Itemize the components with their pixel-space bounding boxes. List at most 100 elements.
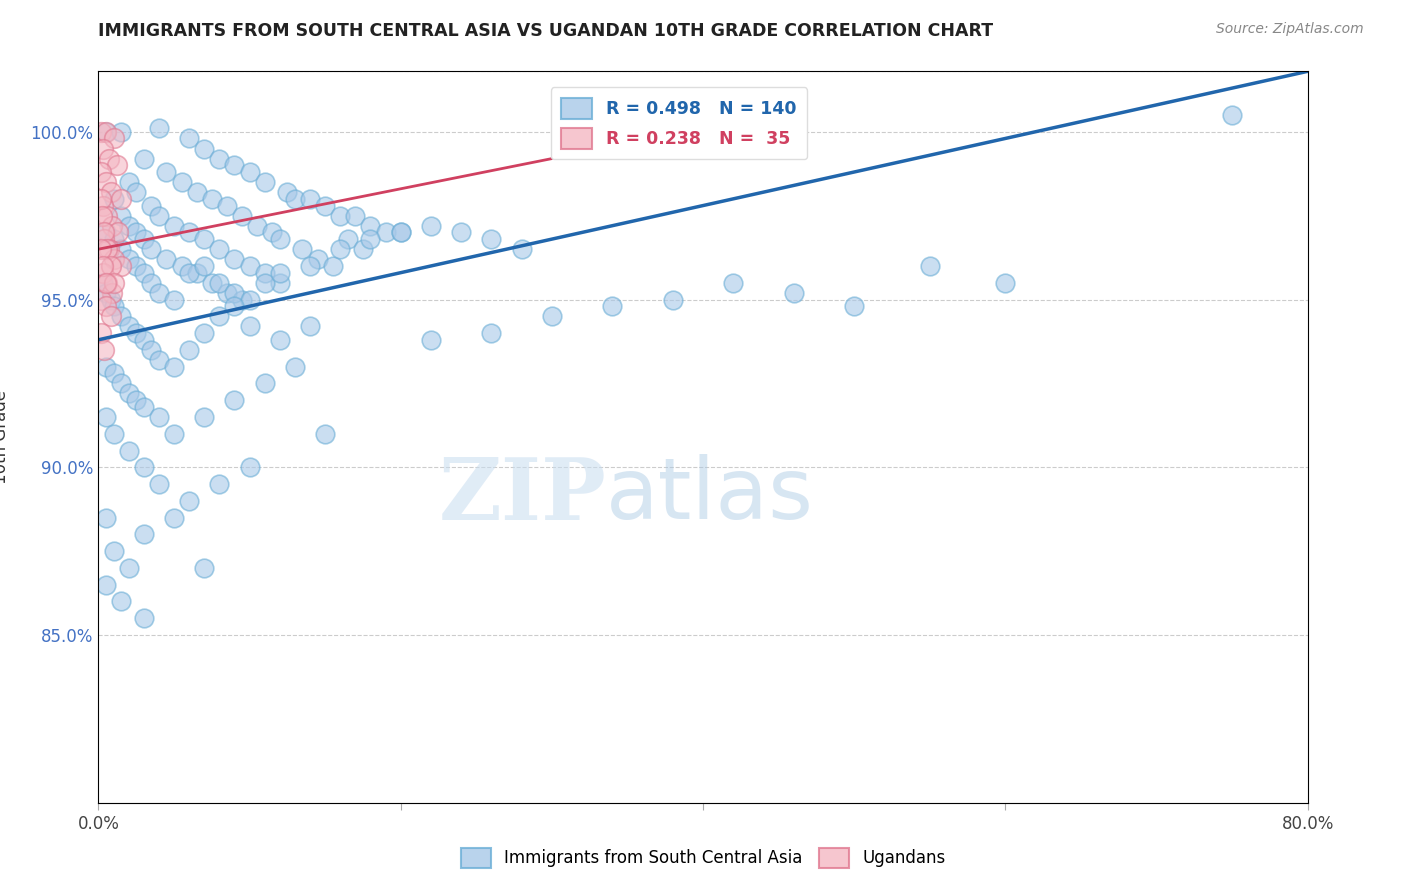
Point bbox=[224, 393, 246, 408]
Point bbox=[118, 219, 141, 233]
Point bbox=[224, 299, 246, 313]
Point bbox=[90, 165, 112, 179]
Point bbox=[90, 242, 112, 256]
Point bbox=[141, 242, 163, 256]
Point bbox=[336, 232, 359, 246]
Point bbox=[96, 276, 118, 290]
Point bbox=[314, 198, 336, 212]
Point bbox=[481, 232, 503, 246]
Point bbox=[125, 259, 148, 273]
Point bbox=[103, 426, 125, 441]
Point bbox=[103, 252, 125, 267]
Point bbox=[193, 326, 215, 340]
Point bbox=[360, 232, 382, 246]
Point bbox=[307, 252, 329, 267]
Point bbox=[179, 226, 201, 240]
Point bbox=[110, 242, 132, 256]
Point bbox=[118, 252, 141, 267]
Point bbox=[224, 252, 246, 267]
Point bbox=[246, 219, 269, 233]
Point bbox=[148, 477, 170, 491]
Point bbox=[107, 226, 129, 240]
Point bbox=[155, 165, 177, 179]
Point bbox=[284, 359, 307, 374]
Point bbox=[481, 326, 503, 340]
Point bbox=[186, 266, 208, 280]
Point bbox=[103, 544, 125, 558]
Point bbox=[360, 219, 382, 233]
Text: IMMIGRANTS FROM SOUTH CENTRAL ASIA VS UGANDAN 10TH GRADE CORRELATION CHART: IMMIGRANTS FROM SOUTH CENTRAL ASIA VS UG… bbox=[98, 22, 994, 40]
Point bbox=[662, 293, 685, 307]
Point bbox=[110, 209, 132, 223]
Point bbox=[291, 242, 314, 256]
Point bbox=[148, 285, 170, 300]
Point bbox=[329, 242, 352, 256]
Point bbox=[322, 259, 344, 273]
Point bbox=[94, 285, 117, 300]
Point bbox=[110, 594, 132, 608]
Point bbox=[208, 477, 231, 491]
Point bbox=[299, 319, 322, 334]
Point bbox=[148, 121, 170, 136]
Point bbox=[723, 276, 745, 290]
Point bbox=[91, 198, 114, 212]
Point bbox=[132, 152, 155, 166]
Point bbox=[100, 310, 122, 324]
Point bbox=[450, 226, 472, 240]
Point bbox=[918, 259, 941, 273]
Point bbox=[193, 259, 215, 273]
Point bbox=[179, 343, 201, 357]
Point bbox=[118, 319, 141, 334]
Point bbox=[269, 266, 291, 280]
Legend: R = 0.498   N = 140, R = 0.238   N =  35: R = 0.498 N = 140, R = 0.238 N = 35 bbox=[551, 87, 807, 160]
Point bbox=[269, 276, 291, 290]
Point bbox=[101, 285, 124, 300]
Point bbox=[352, 242, 374, 256]
Point bbox=[141, 198, 163, 212]
Point bbox=[276, 185, 298, 199]
Point bbox=[193, 409, 215, 424]
Point bbox=[110, 192, 132, 206]
Point bbox=[94, 226, 117, 240]
Point bbox=[163, 359, 186, 374]
Point bbox=[179, 131, 201, 145]
Point bbox=[91, 276, 114, 290]
Point bbox=[100, 293, 122, 307]
Legend: Immigrants from South Central Asia, Ugandans: Immigrants from South Central Asia, Ugan… bbox=[454, 841, 952, 875]
Point bbox=[94, 125, 117, 139]
Point bbox=[253, 276, 276, 290]
Point bbox=[90, 326, 112, 340]
Point bbox=[201, 192, 224, 206]
Point bbox=[253, 266, 276, 280]
Point bbox=[93, 226, 115, 240]
Point bbox=[208, 276, 231, 290]
Point bbox=[132, 611, 155, 625]
Point bbox=[163, 293, 186, 307]
Point bbox=[96, 242, 118, 256]
Point bbox=[94, 578, 117, 592]
Point bbox=[193, 561, 215, 575]
Point bbox=[179, 266, 201, 280]
Point bbox=[299, 192, 322, 206]
Point bbox=[224, 285, 246, 300]
Point bbox=[148, 352, 170, 367]
Point bbox=[103, 192, 125, 206]
Point bbox=[125, 326, 148, 340]
Point bbox=[269, 333, 291, 347]
Point bbox=[239, 460, 262, 475]
Point bbox=[253, 376, 276, 391]
Point bbox=[269, 232, 291, 246]
Point bbox=[125, 185, 148, 199]
Point bbox=[389, 226, 412, 240]
Point bbox=[118, 443, 141, 458]
Point bbox=[103, 232, 125, 246]
Point bbox=[179, 493, 201, 508]
Text: atlas: atlas bbox=[606, 454, 814, 537]
Point bbox=[239, 293, 262, 307]
Point bbox=[103, 276, 125, 290]
Point bbox=[132, 232, 155, 246]
Point bbox=[239, 259, 262, 273]
Point bbox=[163, 219, 186, 233]
Point bbox=[186, 185, 208, 199]
Point bbox=[103, 299, 125, 313]
